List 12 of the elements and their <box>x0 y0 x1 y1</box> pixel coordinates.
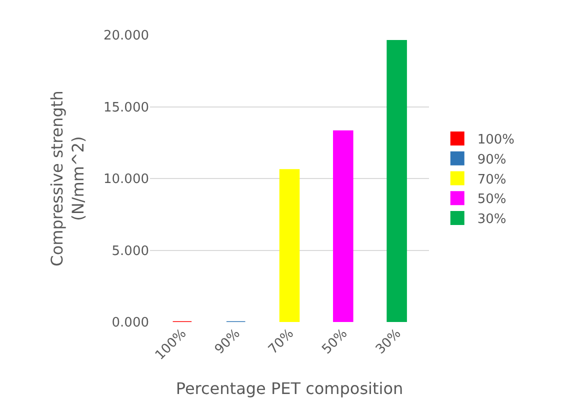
legend-label: 50% <box>477 192 506 208</box>
x-axis-title: Percentage PET composition <box>176 378 404 398</box>
y-tick-label: 5.000 <box>112 244 149 259</box>
legend-label: 100% <box>477 132 515 148</box>
y-tick-label: 15.000 <box>104 100 149 116</box>
y-tick-label: 20.000 <box>104 28 149 44</box>
y-tick-label: 0.000 <box>112 316 149 331</box>
legend-label: 70% <box>477 172 506 188</box>
y-tick-label: 10.000 <box>104 172 149 188</box>
legend-label: 90% <box>477 152 506 168</box>
y-axis-title: Compressive strength (N/mm^2) <box>48 90 88 266</box>
legend-label: 30% <box>477 212 506 228</box>
